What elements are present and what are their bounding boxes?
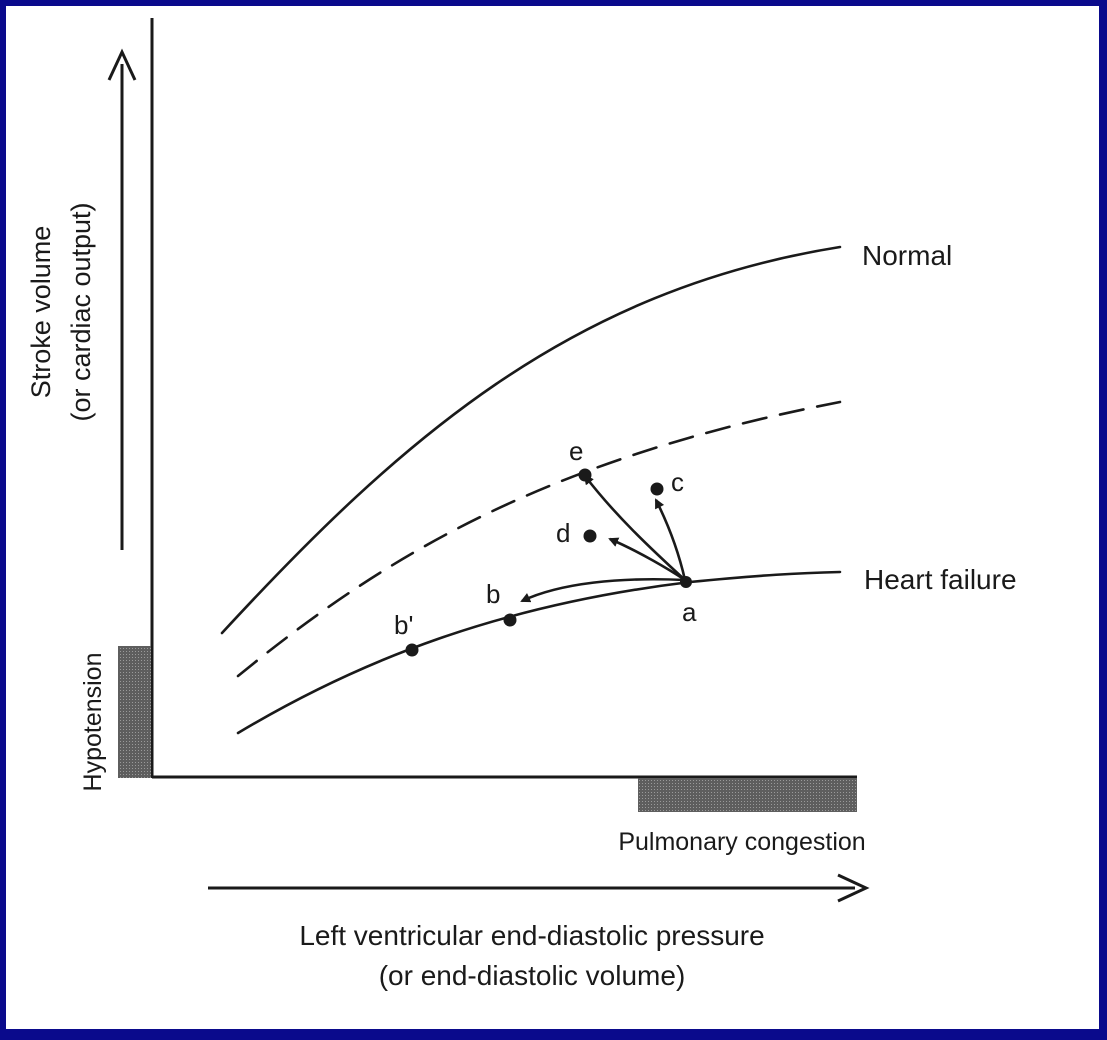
point-d-label: d bbox=[556, 518, 570, 548]
point-e-label: e bbox=[569, 436, 583, 466]
y-direction-arrowhead bbox=[107, 48, 137, 81]
normal-curve bbox=[220, 245, 842, 635]
x-direction-arrowhead bbox=[837, 873, 870, 903]
point-c-label: c bbox=[671, 467, 684, 497]
heart-failure-curve bbox=[236, 570, 842, 735]
point-a bbox=[680, 576, 692, 588]
pulmonary-congestion-label: Pulmonary congestion bbox=[618, 828, 865, 856]
y-axis-label-line1: Stroke volume bbox=[26, 226, 56, 399]
normal-curve-label: Normal bbox=[862, 240, 952, 271]
point-b-prime-label: b' bbox=[394, 610, 413, 640]
point-e bbox=[578, 468, 592, 482]
figure-panel bbox=[6, 6, 1099, 1029]
heart-failure-curve-label: Heart failure bbox=[864, 564, 1017, 595]
point-b bbox=[503, 613, 517, 627]
point-c bbox=[650, 482, 664, 496]
point-b-prime bbox=[405, 643, 419, 657]
arrow-a-to-b bbox=[520, 577, 686, 603]
hypotension-label: Hypotension bbox=[79, 653, 107, 792]
point-d bbox=[583, 529, 597, 543]
pulmonary-congestion-zone bbox=[638, 778, 857, 812]
x-axis-label-line1: Left ventricular end-diastolic pressure bbox=[299, 920, 764, 951]
arrow-a-to-c bbox=[654, 498, 687, 581]
hypotension-zone bbox=[118, 646, 151, 778]
x-axis-label-line2: (or end-diastolic volume) bbox=[379, 960, 686, 991]
point-b-label: b bbox=[486, 579, 500, 609]
point-a-label: a bbox=[682, 597, 697, 627]
arrow-a-to-e bbox=[583, 474, 686, 581]
y-axis-label-line2: (or cardiac output) bbox=[66, 202, 96, 421]
intermediate-dashed-curve bbox=[236, 400, 842, 678]
